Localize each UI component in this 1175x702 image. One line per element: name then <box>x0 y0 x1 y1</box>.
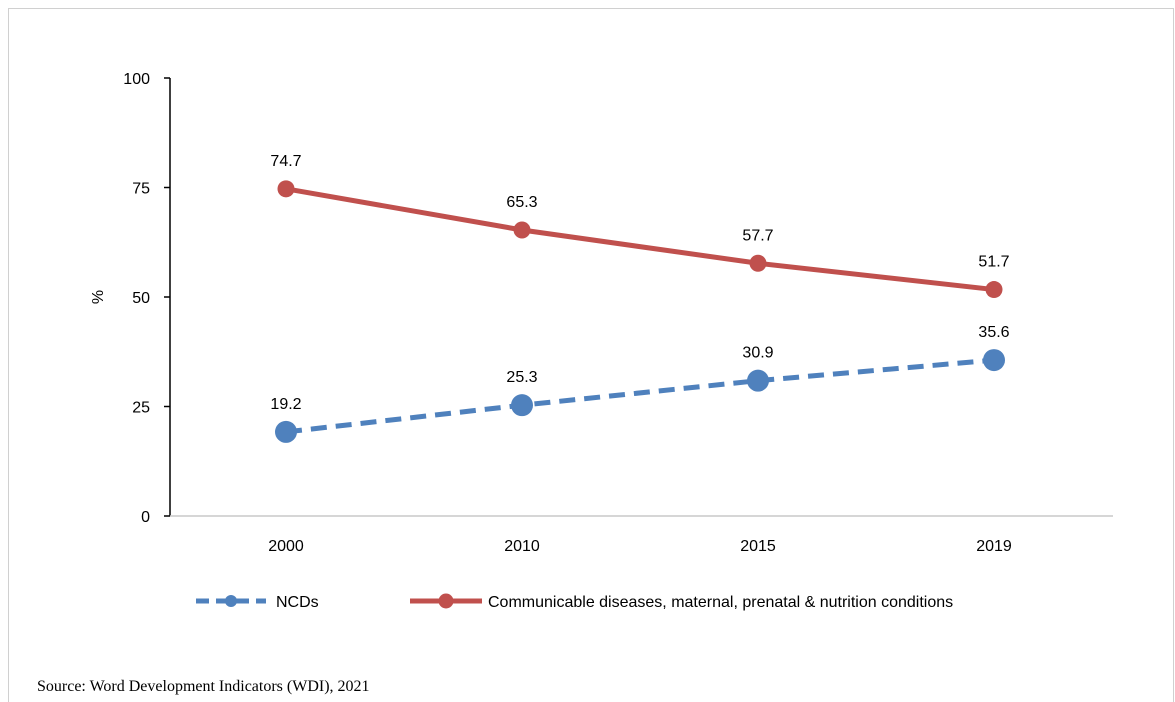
legend-swatch-marker <box>438 593 454 609</box>
data-label: 19.2 <box>270 396 301 413</box>
x-tick-label: 2019 <box>976 538 1012 555</box>
y-tick-label: 100 <box>123 71 150 88</box>
y-tick-label: 0 <box>141 509 150 526</box>
data-point <box>983 349 1005 372</box>
source-note: Source: Word Development Indicators (WDI… <box>37 678 370 695</box>
data-point <box>275 420 297 443</box>
data-label: 51.7 <box>978 254 1009 271</box>
data-point <box>749 254 767 272</box>
data-point <box>747 369 769 392</box>
data-label: 74.7 <box>270 153 301 170</box>
data-label: 57.7 <box>742 227 773 244</box>
data-label: 35.6 <box>978 324 1009 341</box>
series-line <box>285 357 995 435</box>
data-label: 65.3 <box>506 194 537 211</box>
series-line <box>285 186 995 293</box>
legend-label: NCDs <box>276 594 319 611</box>
y-tick-label: 25 <box>132 400 150 417</box>
y-tick-label: 50 <box>132 290 150 307</box>
data-point <box>985 281 1003 299</box>
legend: NCDs Communicable diseases, maternal, pre… <box>196 593 953 611</box>
legend-swatch-marker <box>225 595 237 607</box>
legend-label: Communicable diseases, maternal, prenata… <box>488 594 953 611</box>
figure-frame <box>8 8 1174 702</box>
x-tick-label: 2010 <box>504 538 540 555</box>
x-axis: 2000 2010 2015 2019 <box>170 515 1113 555</box>
data-point <box>511 394 533 417</box>
y-axis: 0 25 50 75 100% <box>90 71 171 526</box>
data-point <box>277 180 295 198</box>
y-axis-title: % <box>90 290 107 304</box>
data-labels: 19.2 25.3 30.9 35.6 74.7 65.3 57.7 51.7 <box>270 153 1009 413</box>
series-layer <box>275 180 1005 443</box>
data-label: 30.9 <box>742 345 773 362</box>
data-point <box>513 221 531 239</box>
y-tick-label: 75 <box>132 181 150 198</box>
x-tick-label: 2000 <box>268 538 304 555</box>
data-label: 25.3 <box>506 369 537 386</box>
x-tick-label: 2015 <box>740 538 776 555</box>
